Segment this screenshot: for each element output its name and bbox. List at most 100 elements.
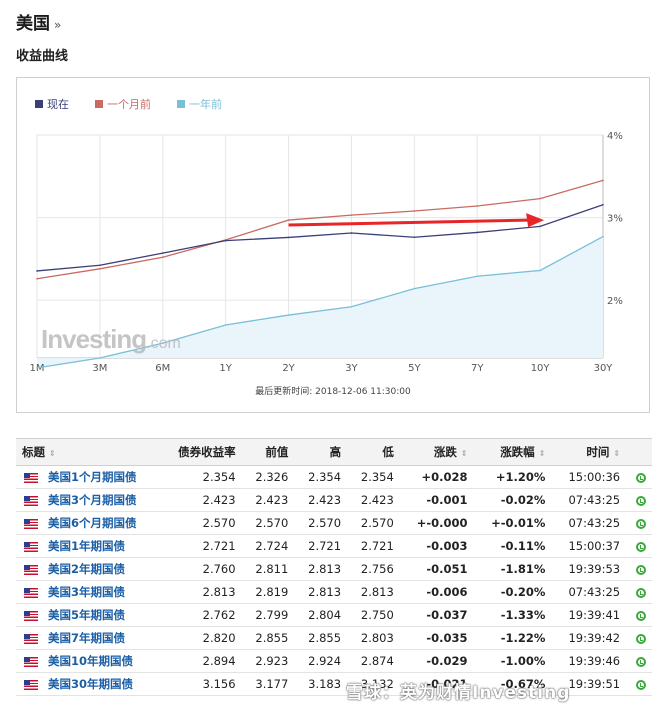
bond-name-link[interactable]: 美国3个月期国债 bbox=[42, 488, 160, 512]
high-cell: 2.354 bbox=[294, 465, 348, 489]
table-row[interactable]: 美国1个月期国债 2.354 2.326 2.354 2.354 +0.028 +1.20%… bbox=[16, 465, 652, 489]
data-point bbox=[224, 239, 227, 242]
prev-cell: 2.799 bbox=[241, 603, 295, 627]
arrow-shaft bbox=[288, 218, 529, 227]
table-row[interactable]: 美国3年期国债 2.813 2.819 2.813 2.813 -0.006 -0.20% 0… bbox=[16, 580, 652, 604]
col-header-name[interactable]: 标题 ⇕ bbox=[16, 438, 160, 466]
us-flag-icon bbox=[16, 580, 42, 604]
prev-cell: 2.570 bbox=[241, 511, 295, 535]
chart-plot: 2%3%4%1M3M6M1Y2Y3Y5Y7Y10Y30Y bbox=[30, 131, 623, 374]
time-cell: 07:43:25 bbox=[551, 511, 627, 535]
change-cell: +0.028 bbox=[399, 465, 474, 489]
clock-icon bbox=[626, 465, 652, 489]
change-cell: -0.051 bbox=[399, 557, 474, 581]
area-fill bbox=[37, 236, 603, 368]
data-point bbox=[476, 205, 479, 207]
clock-icon bbox=[626, 557, 652, 581]
table-row[interactable]: 美国5年期国债 2.762 2.799 2.804 2.750 -0.037 -1.33% 1… bbox=[16, 603, 652, 627]
high-cell: 2.721 bbox=[294, 534, 348, 558]
change-pct-cell: -0.67% bbox=[473, 672, 552, 696]
data-point bbox=[99, 264, 101, 267]
arrow-head bbox=[526, 213, 545, 228]
change-cell: -0.001 bbox=[399, 488, 474, 512]
col-header-high[interactable]: 高 bbox=[294, 438, 348, 466]
xueqiu-overlay: 雪球：英为财情Investing bbox=[346, 683, 571, 703]
data-point bbox=[287, 236, 290, 239]
table-row[interactable]: 美国10年期国债 2.894 2.923 2.924 2.874 -0.029 -1.00%… bbox=[16, 649, 652, 673]
change-pct-cell: -0.20% bbox=[473, 580, 552, 604]
col-header-time[interactable]: 时间 ⇕ bbox=[551, 438, 627, 466]
data-point bbox=[602, 203, 604, 206]
high-cell: 2.423 bbox=[294, 488, 348, 512]
data-point bbox=[287, 314, 290, 316]
bond-name-link[interactable]: 美国2年期国债 bbox=[42, 557, 160, 581]
data-point bbox=[350, 305, 353, 308]
data-point bbox=[224, 324, 227, 326]
x-tick-label: 10Y bbox=[531, 363, 551, 374]
data-point bbox=[36, 270, 38, 272]
high-cell: 2.813 bbox=[294, 557, 348, 581]
low-cell: 2.570 bbox=[347, 511, 400, 535]
high-cell: 2.855 bbox=[294, 626, 348, 650]
breadcrumb-arrow: » bbox=[54, 18, 62, 32]
section-title: 收益曲线 bbox=[16, 49, 69, 64]
bond-table: 标题 ⇕ 债券收益率 前值 高 低 涨跌 ⇕ 涨跌幅 ⇕ 时间 ⇕ 美国1个月期国债 2.… bbox=[16, 438, 652, 696]
yield-cell: 2.423 bbox=[160, 488, 242, 512]
bond-name-link[interactable]: 美国30年期国债 bbox=[42, 672, 160, 696]
x-tick-label: 6M bbox=[155, 363, 170, 374]
bond-name-link[interactable]: 美国1年期国债 bbox=[42, 534, 160, 558]
legend-swatch bbox=[35, 100, 43, 108]
table-row[interactable]: 美国6个月期国债 2.570 2.570 2.570 2.570 +-0.000 +-0.0… bbox=[16, 511, 652, 535]
prev-cell: 2.326 bbox=[241, 465, 295, 489]
x-tick-label: 2Y bbox=[282, 363, 295, 374]
data-point bbox=[161, 342, 164, 344]
bond-name-link[interactable]: 美国3年期国债 bbox=[42, 580, 160, 604]
data-point bbox=[602, 235, 604, 238]
us-flag-icon bbox=[16, 626, 42, 650]
bond-name-link[interactable]: 美国1个月期国债 bbox=[42, 465, 160, 489]
clock-icon bbox=[626, 534, 652, 558]
table-row[interactable]: 美国30年期国债 3.156 3.177 3.183 3.132 -0.021 -0.67%… bbox=[16, 672, 652, 696]
low-cell: 3.132 bbox=[347, 672, 400, 696]
prev-cell: 2.855 bbox=[241, 626, 295, 650]
x-tick-label: 3Y bbox=[345, 363, 358, 374]
col-header-chg[interactable]: 涨跌 ⇕ bbox=[399, 438, 474, 466]
bond-name-link[interactable]: 美国10年期国债 bbox=[42, 649, 160, 673]
legend-item[interactable]: 一个月前 bbox=[95, 96, 151, 112]
x-tick-label: 3M bbox=[92, 363, 107, 374]
legend-label: 现在 bbox=[47, 98, 69, 111]
table-row[interactable]: 美国7年期国债 2.820 2.855 2.855 2.803 -0.035 -1.22% 1… bbox=[16, 626, 652, 650]
change-pct-cell: +-0.01% bbox=[473, 511, 552, 535]
high-cell: 3.183 bbox=[294, 672, 348, 696]
table-row[interactable]: 美国2年期国债 2.760 2.811 2.813 2.756 -0.051 -1.81% 1… bbox=[16, 557, 652, 581]
time-cell: 19:39:41 bbox=[551, 603, 627, 627]
legend-item[interactable]: 一年前 bbox=[177, 96, 222, 112]
table-row[interactable]: 美国1年期国债 2.721 2.724 2.721 2.721 -0.003 -0.11% 1… bbox=[16, 534, 652, 558]
col-header-yield[interactable]: 债券收益率 bbox=[160, 438, 242, 466]
clock-icon bbox=[626, 672, 652, 696]
clock-icon bbox=[626, 626, 652, 650]
low-cell: 2.813 bbox=[347, 580, 400, 604]
col-header-low[interactable]: 低 bbox=[347, 438, 400, 466]
data-point bbox=[476, 231, 479, 234]
y-tick-label: 2% bbox=[607, 296, 623, 307]
col-header-prev[interactable]: 前值 bbox=[241, 438, 295, 466]
table-row[interactable]: 美国3个月期国债 2.423 2.423 2.423 2.423 -0.001 -0.02%… bbox=[16, 488, 652, 512]
bond-name-link[interactable]: 美国6个月期国债 bbox=[42, 511, 160, 535]
clock-icon bbox=[626, 580, 652, 604]
data-point bbox=[413, 236, 416, 239]
change-pct-cell: +1.20% bbox=[473, 465, 552, 489]
change-cell: -0.035 bbox=[399, 626, 474, 650]
change-pct-cell: -1.33% bbox=[473, 603, 552, 627]
yield-cell: 3.156 bbox=[160, 672, 242, 696]
legend-item[interactable]: 现在 bbox=[35, 96, 69, 112]
bond-name-link[interactable]: 美国7年期国债 bbox=[42, 626, 160, 650]
page-title[interactable]: 美国» bbox=[16, 14, 62, 34]
us-flag-icon bbox=[16, 488, 42, 512]
data-point bbox=[287, 219, 290, 221]
col-header-chgpct[interactable]: 涨跌幅 ⇕ bbox=[473, 438, 552, 466]
us-flag-icon bbox=[16, 511, 42, 535]
bond-name-link[interactable]: 美国5年期国债 bbox=[42, 603, 160, 627]
data-point bbox=[36, 277, 38, 280]
y-tick-label: 3% bbox=[607, 214, 623, 225]
